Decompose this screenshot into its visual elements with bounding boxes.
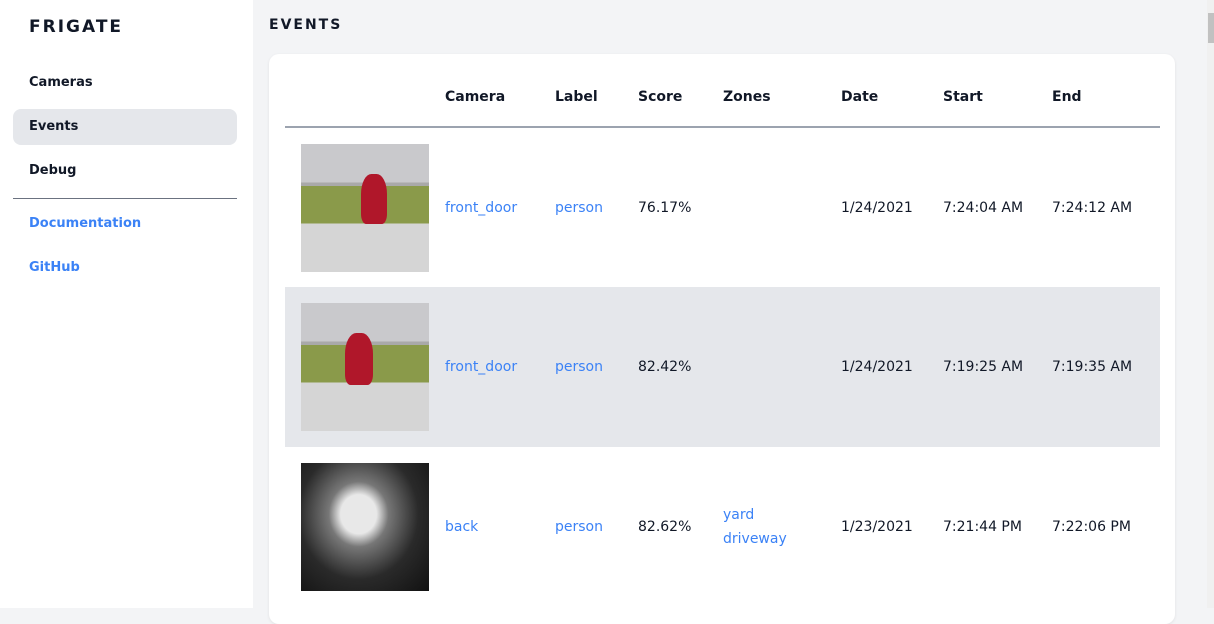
page-title: EVENTS (269, 17, 343, 33)
col-label: Label (555, 54, 638, 128)
events-table: Camera Label Score Zones Date Start End … (285, 54, 1160, 607)
sidebar-item-debug[interactable]: Debug (29, 163, 77, 178)
label-link[interactable]: person (555, 359, 603, 375)
scrollbar-thumb[interactable] (1208, 13, 1214, 43)
event-thumbnail[interactable] (301, 143, 429, 272)
zone-link[interactable]: driveway (723, 531, 787, 547)
label-link[interactable]: person (555, 199, 603, 216)
score: 82.42% (638, 287, 723, 447)
scrollbar[interactable] (1207, 0, 1214, 608)
main-content: EVENTS Camera Label Score Zones Date Sta… (253, 0, 1207, 624)
date: 1/24/2021 (841, 199, 913, 216)
col-score: Score (638, 54, 723, 128)
github-link[interactable]: GitHub (29, 260, 80, 275)
camera-link[interactable]: front_door (445, 199, 518, 216)
col-zones: Zones (723, 54, 841, 128)
col-camera: Camera (445, 54, 555, 128)
sidebar-item-events[interactable]: Events (13, 109, 237, 145)
end-time: 7:19:35 AM (1052, 287, 1160, 447)
table-row[interactable]: front_door person 76.17% 1/24/2021 7:24:… (285, 127, 1160, 287)
table-header: Camera Label Score Zones Date Start End (285, 54, 1160, 128)
event-thumbnail[interactable] (301, 463, 429, 591)
start-time: 7:21:44 PM (943, 519, 1022, 535)
label-link[interactable]: person (555, 519, 603, 535)
start-time: 7:19:25 AM (943, 287, 1052, 447)
events-card: Camera Label Score Zones Date Start End … (269, 54, 1175, 624)
camera-link[interactable]: front_door (445, 359, 518, 375)
documentation-link[interactable]: Documentation (29, 216, 142, 231)
table-row[interactable]: front_door person 82.42% 1/24/2021 7:19:… (285, 287, 1160, 447)
sidebar: FRIGATE Cameras Events Debug Documentati… (0, 0, 253, 608)
col-thumbnail (285, 54, 445, 128)
col-end: End (1052, 54, 1160, 128)
sidebar-item-cameras[interactable]: Cameras (29, 75, 93, 90)
score: 82.62% (638, 519, 692, 535)
col-date: Date (841, 54, 943, 128)
end-time: 7:24:12 AM (1052, 199, 1133, 216)
event-thumbnail[interactable] (301, 303, 429, 431)
sidebar-divider (13, 198, 237, 199)
start-time: 7:24:04 AM (943, 199, 1024, 216)
date: 1/24/2021 (841, 287, 943, 447)
end-time: 7:22:06 PM (1052, 519, 1131, 535)
brand-logo: FRIGATE (29, 17, 124, 37)
camera-link[interactable]: back (445, 519, 479, 535)
table-row[interactable]: back person 82.62% yard driveway 1/23/202… (285, 447, 1160, 607)
score: 76.17% (638, 199, 692, 216)
zone-link[interactable]: yard (723, 507, 755, 523)
date: 1/23/2021 (841, 519, 913, 535)
col-start: Start (943, 54, 1052, 128)
